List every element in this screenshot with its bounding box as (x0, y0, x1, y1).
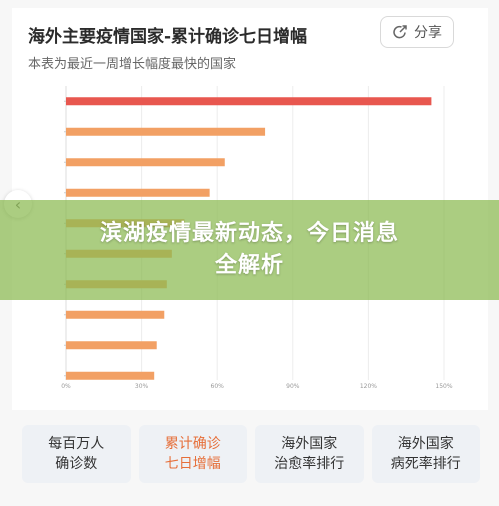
banner-line-1: 滨湖疫情最新动态，今日消息 (99, 221, 399, 246)
metric-tabs: 每百万人 确诊数 累计确诊 七日增幅 海外国家 治愈率排行 海外国家 病死率排行 (22, 425, 480, 483)
share-label: 分享 (414, 25, 442, 41)
tab-label-line2: 病死率排行 (390, 456, 461, 472)
bar[interactable] (66, 188, 210, 197)
page-title: 海外主要疫情国家-累计确诊七日增幅 (28, 27, 308, 47)
x-tick-label: 150% (435, 383, 452, 390)
bar[interactable] (66, 371, 155, 380)
bar[interactable] (66, 97, 432, 106)
share-icon (393, 25, 407, 39)
tab-label-line1: 海外国家 (281, 436, 338, 452)
headline-banner[interactable]: 滨湖疫情最新动态，今日消息 全解析 (0, 200, 499, 300)
x-tick-label: 0% (61, 383, 71, 390)
tab-cases-per-million[interactable]: 每百万人 确诊数 (22, 425, 131, 483)
tab-label-line2: 七日增幅 (164, 456, 221, 472)
bar[interactable] (66, 341, 157, 350)
x-tick-label: 120% (360, 383, 377, 390)
bar[interactable] (66, 127, 266, 136)
tab-recovery-rate[interactable]: 海外国家 治愈率排行 (255, 425, 364, 483)
share-button[interactable]: 分享 (380, 16, 454, 48)
banner-line-2: 全解析 (214, 253, 284, 278)
bar[interactable] (66, 310, 165, 319)
tab-label-line2: 确诊数 (55, 456, 98, 472)
page-subtitle: 本表为最近一周增长幅度最快的国家 (28, 57, 237, 72)
x-tick-label: 60% (211, 383, 225, 390)
tab-label-line2: 治愈率排行 (274, 456, 345, 472)
tab-label-line1: 海外国家 (397, 436, 454, 452)
tab-label-line1: 累计确诊 (164, 436, 221, 452)
x-tick-label: 90% (286, 383, 300, 390)
tab-fatality-rate[interactable]: 海外国家 病死率排行 (371, 425, 480, 483)
tab-seven-day-growth[interactable]: 累计确诊 七日增幅 (138, 425, 247, 483)
bar[interactable] (66, 158, 225, 167)
tab-label-line1: 每百万人 (48, 436, 105, 452)
x-tick-label: 30% (135, 383, 149, 390)
